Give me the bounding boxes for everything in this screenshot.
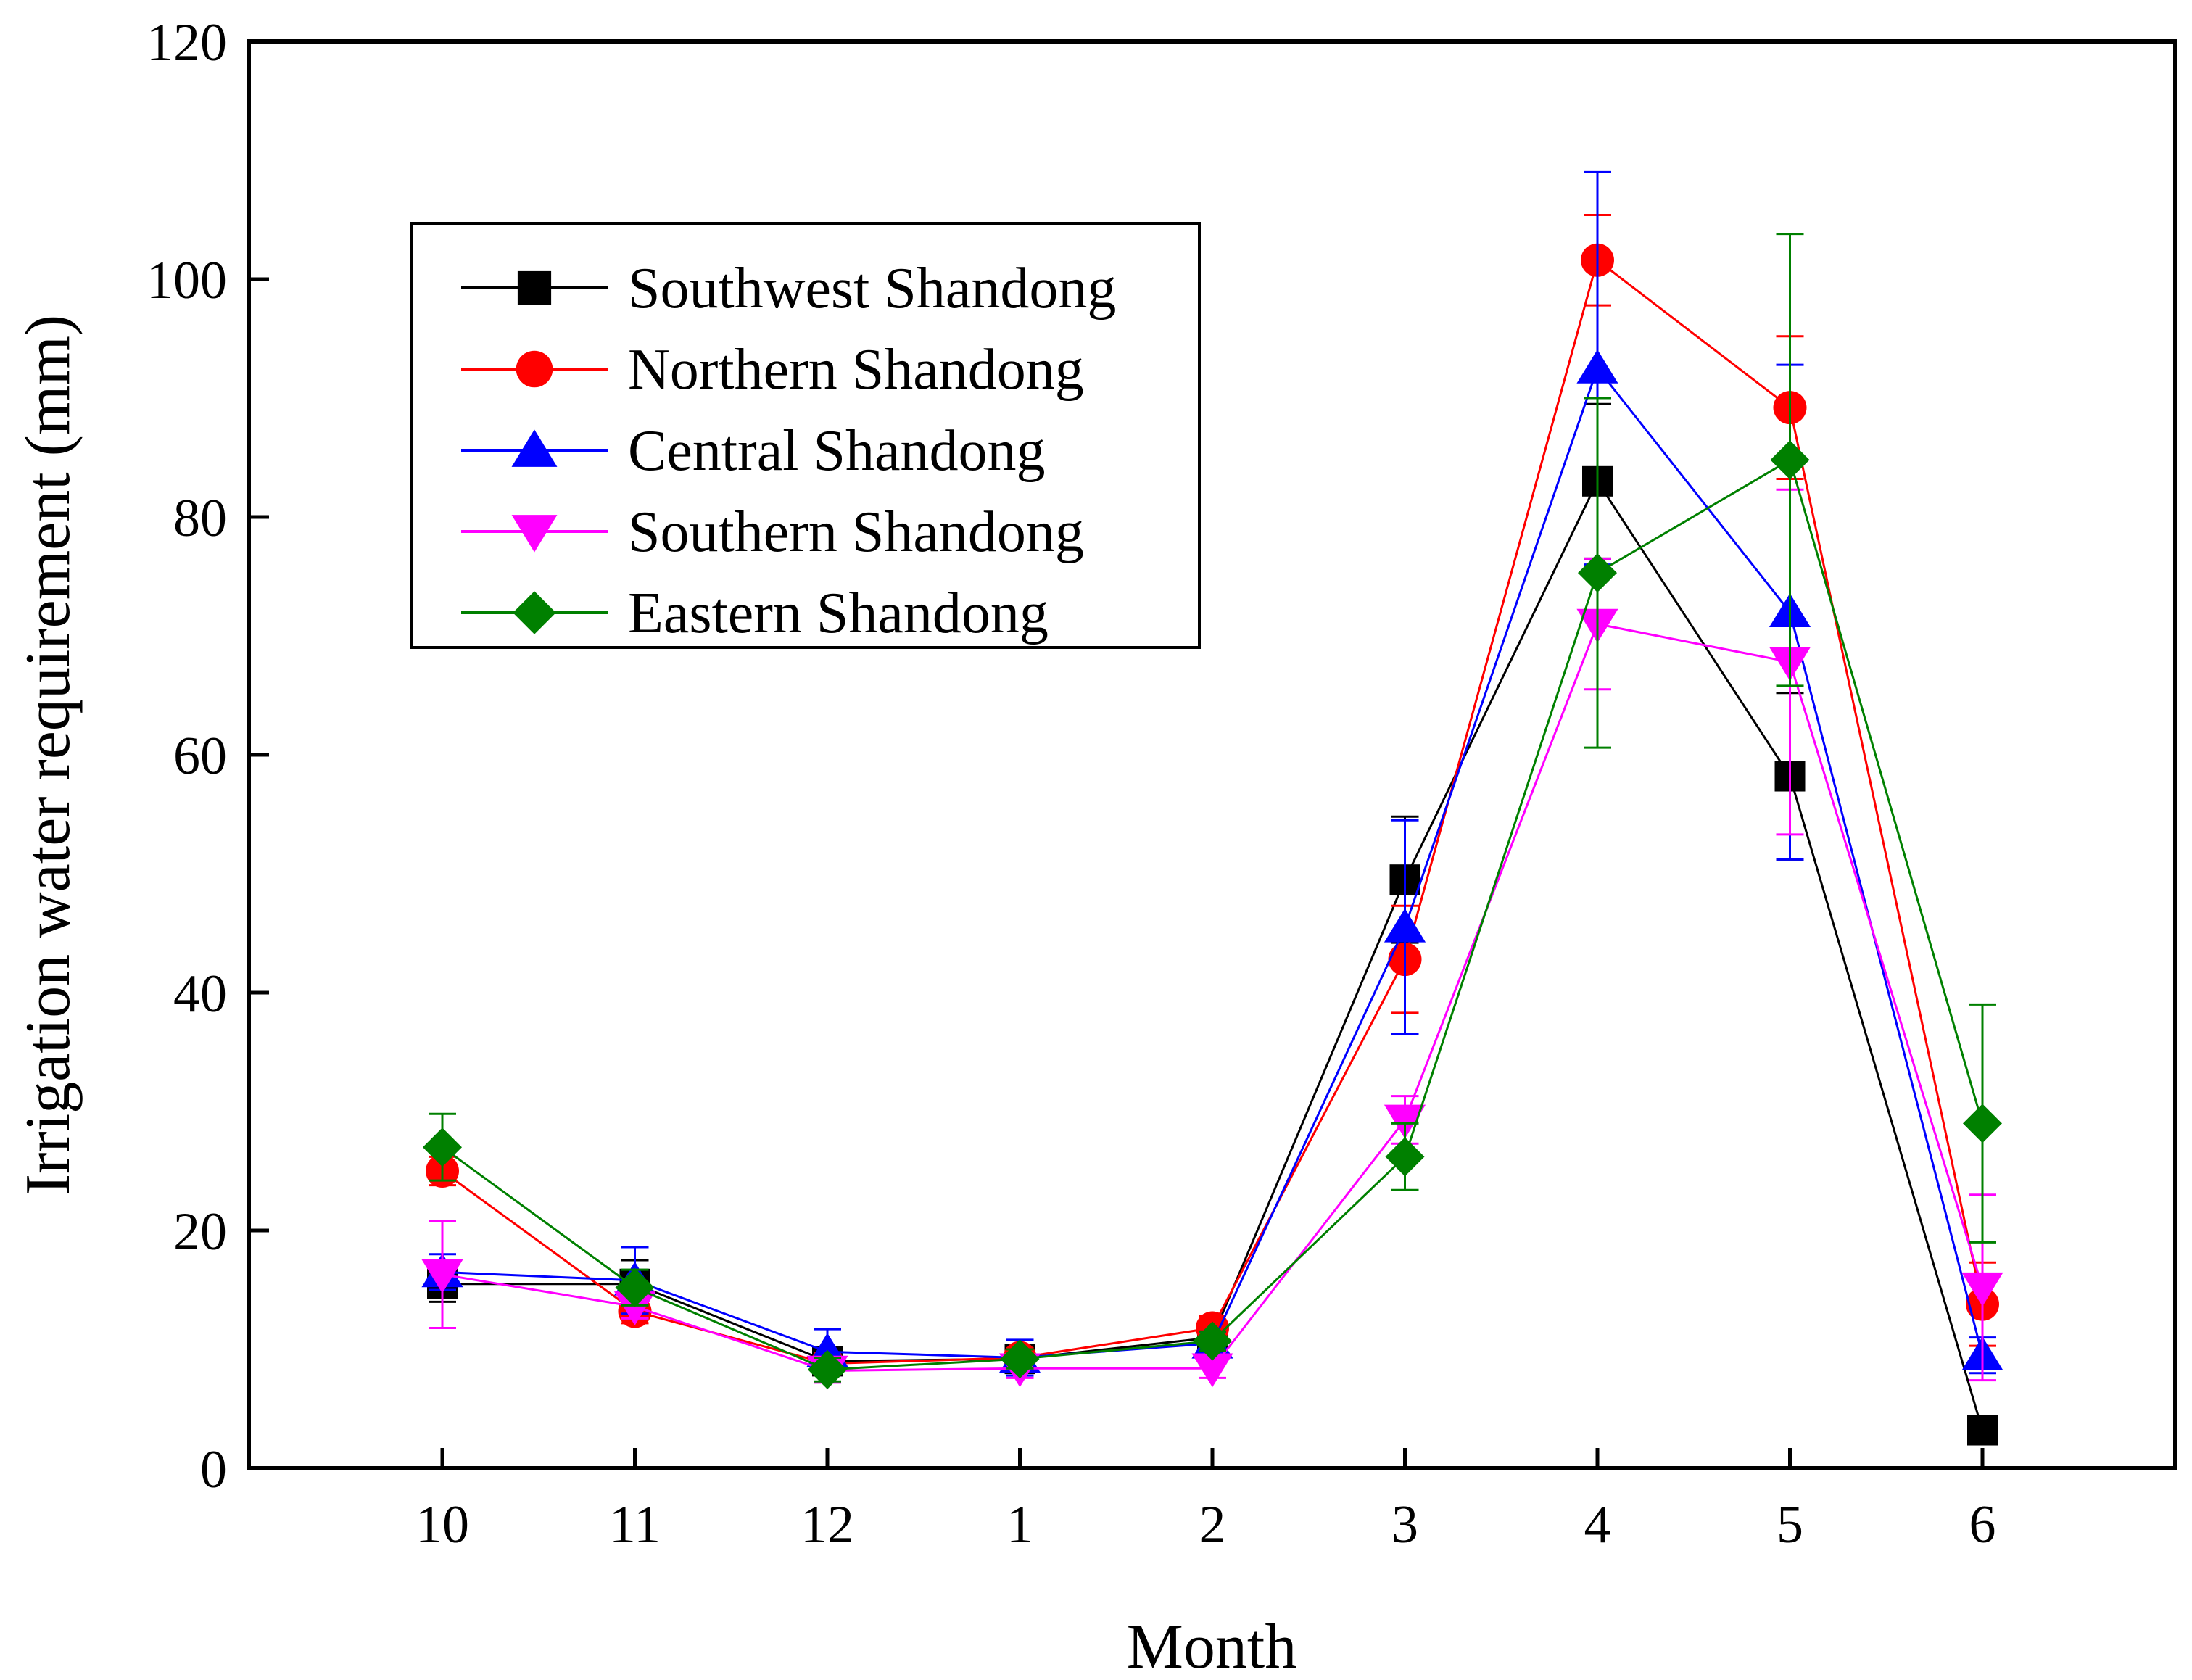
y-tick-label: 80	[173, 489, 227, 548]
data-point	[1384, 1104, 1426, 1139]
data-point	[1385, 1137, 1425, 1177]
data-point	[1384, 908, 1426, 943]
data-point	[1576, 349, 1618, 384]
data-point	[1193, 1321, 1232, 1361]
x-tick-label: 4	[1584, 1495, 1611, 1555]
legend-label: Central Shandong	[628, 419, 1045, 483]
x-tick-label: 12	[801, 1495, 854, 1555]
legend-marker	[516, 350, 553, 388]
x-tick-label: 10	[415, 1495, 469, 1555]
data-point	[1578, 553, 1617, 593]
data-point	[1967, 1415, 1998, 1446]
data-point	[421, 1259, 463, 1294]
x-tick-label: 1	[1006, 1495, 1033, 1555]
data-point	[1770, 440, 1810, 480]
y-axis-label: Irrigation water requirement (mm)	[13, 315, 83, 1195]
y-tick-label: 20	[173, 1202, 227, 1262]
series-layer	[421, 170, 2003, 1446]
data-point	[1191, 1353, 1233, 1388]
legend-marker	[517, 270, 552, 305]
series-eastern-shandong	[423, 233, 2002, 1389]
x-axis-ticks: 10 11 12 1 2 3 4 5 6	[415, 1448, 1996, 1555]
data-point	[615, 1267, 655, 1307]
x-tick-label: 2	[1199, 1495, 1226, 1555]
legend-label: Eastern Shandong	[628, 582, 1049, 645]
legend-label: Southwest Shandong	[628, 257, 1116, 320]
x-tick-label: 3	[1391, 1495, 1418, 1555]
legend-label: Northern Shandong	[628, 338, 1084, 402]
x-tick-label: 6	[1969, 1495, 1996, 1555]
y-tick-label: 120	[146, 13, 227, 73]
y-tick-label: 40	[173, 964, 227, 1024]
legend: Southwest Shandong Northern Shandong Centr…	[410, 222, 1201, 649]
y-tick-label: 100	[146, 251, 227, 310]
legend-marker	[511, 515, 558, 553]
legend-marker	[513, 591, 556, 634]
y-axis-ticks: 0 20 40 60 80 100 120	[146, 13, 269, 1499]
data-point	[1963, 1104, 2002, 1143]
x-axis-label: Month	[1127, 1612, 1297, 1680]
data-point	[1961, 1272, 2003, 1307]
series-line	[442, 622, 1984, 1373]
legend-marker	[511, 429, 558, 467]
data-point	[423, 1127, 462, 1167]
data-point	[613, 1291, 656, 1325]
y-tick-label: 60	[173, 727, 227, 786]
x-tick-label: 11	[609, 1495, 661, 1555]
x-tick-label: 5	[1777, 1495, 1803, 1555]
y-tick-label: 0	[200, 1440, 227, 1499]
data-point	[808, 1349, 847, 1389]
data-point	[1000, 1339, 1040, 1379]
legend-label: Southern Shandong	[628, 500, 1084, 564]
